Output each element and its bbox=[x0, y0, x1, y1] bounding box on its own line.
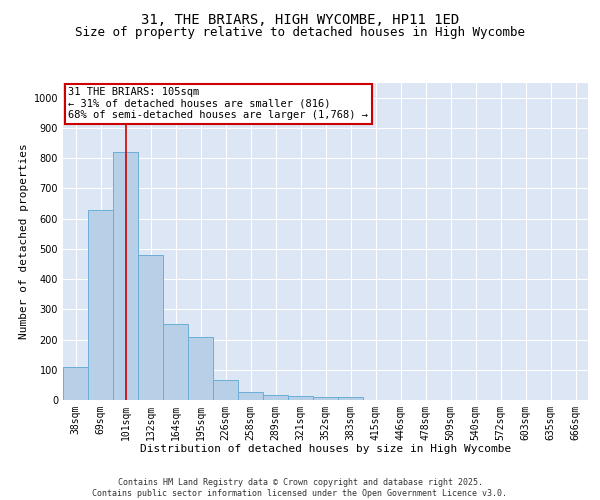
X-axis label: Distribution of detached houses by size in High Wycombe: Distribution of detached houses by size … bbox=[140, 444, 511, 454]
Y-axis label: Number of detached properties: Number of detached properties bbox=[19, 144, 29, 339]
Bar bbox=[63, 366, 88, 400]
Bar bbox=[163, 324, 188, 400]
Bar bbox=[138, 255, 163, 400]
Bar bbox=[88, 210, 113, 400]
Text: Size of property relative to detached houses in High Wycombe: Size of property relative to detached ho… bbox=[75, 26, 525, 39]
Bar bbox=[263, 394, 288, 400]
Bar bbox=[238, 392, 263, 400]
Bar bbox=[338, 397, 363, 400]
Bar bbox=[313, 397, 338, 400]
Bar bbox=[288, 396, 313, 400]
Text: Contains HM Land Registry data © Crown copyright and database right 2025.
Contai: Contains HM Land Registry data © Crown c… bbox=[92, 478, 508, 498]
Text: 31 THE BRIARS: 105sqm
← 31% of detached houses are smaller (816)
68% of semi-det: 31 THE BRIARS: 105sqm ← 31% of detached … bbox=[68, 88, 368, 120]
Bar bbox=[213, 380, 238, 400]
Bar bbox=[188, 336, 213, 400]
Bar bbox=[113, 152, 138, 400]
Text: 31, THE BRIARS, HIGH WYCOMBE, HP11 1ED: 31, THE BRIARS, HIGH WYCOMBE, HP11 1ED bbox=[141, 12, 459, 26]
